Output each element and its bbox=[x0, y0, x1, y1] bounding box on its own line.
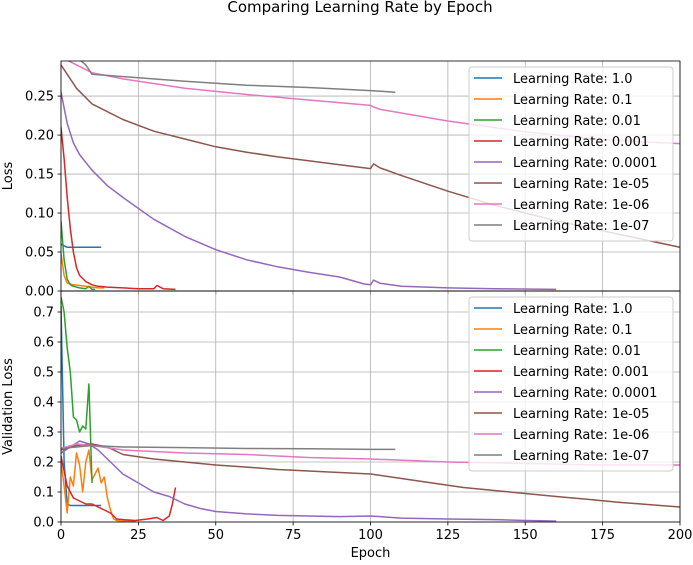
loss-y-axis-label: Loss bbox=[1, 162, 16, 191]
val-x-tick-label: 50 bbox=[207, 528, 224, 543]
val-x-tick-label: 125 bbox=[435, 528, 460, 543]
val-x-tick-label: 150 bbox=[513, 528, 538, 543]
loss-series-line bbox=[61, 253, 105, 289]
val-legend-label: Learning Rate: 0.1 bbox=[513, 323, 633, 338]
loss-legend: Learning Rate: 1.0 Learning Rate: 0.1 Lear… bbox=[468, 66, 674, 242]
val-y-tick-label: 0.2 bbox=[33, 456, 54, 471]
val-x-tick-label: 0 bbox=[57, 528, 65, 543]
val-series-line bbox=[61, 440, 557, 522]
val-y-tick-label: 0.0 bbox=[33, 516, 54, 531]
loss-legend-label: Learning Rate: 0.001 bbox=[513, 135, 649, 150]
loss-legend-label: Learning Rate: 1e-05 bbox=[513, 177, 649, 192]
loss-legend-box bbox=[468, 66, 674, 242]
val-y-tick-label: 0.4 bbox=[33, 396, 54, 411]
loss-y-tick-label: 0.05 bbox=[25, 246, 54, 261]
val-legend: Learning Rate: 1.0 Learning Rate: 0.1 Lear… bbox=[468, 296, 674, 472]
val-series-line bbox=[61, 444, 396, 451]
val-series-line bbox=[61, 305, 102, 507]
val-legend-label: Learning Rate: 0.0001 bbox=[513, 386, 657, 401]
val-legend-label: Learning Rate: 1e-06 bbox=[513, 428, 649, 443]
val-legend-label: Learning Rate: 1e-07 bbox=[513, 449, 649, 464]
val-series-line bbox=[61, 443, 680, 508]
val-legend-box bbox=[468, 296, 674, 472]
loss-series-line bbox=[61, 127, 176, 291]
val-x-tick-label: 175 bbox=[590, 528, 615, 543]
loss-legend-label: Learning Rate: 1.0 bbox=[513, 72, 633, 87]
val-legend-label: Learning Rate: 1e-05 bbox=[513, 407, 649, 422]
val-y-tick-label: 0.1 bbox=[33, 486, 54, 501]
val-legend-label: Learning Rate: 1.0 bbox=[513, 302, 633, 317]
val-legend-label: Learning Rate: 0.001 bbox=[513, 365, 649, 380]
val-x-axis-label: Epoch bbox=[351, 546, 391, 561]
val-series-line bbox=[61, 455, 177, 522]
val-series-line bbox=[61, 296, 93, 484]
loss-y-tick-label: 0.00 bbox=[25, 285, 54, 300]
loss-y-tick-label: 0.20 bbox=[25, 129, 54, 144]
val-y-axis-label: Validation Loss bbox=[1, 358, 16, 455]
loss-legend-label: Learning Rate: 0.01 bbox=[513, 114, 641, 129]
loss-y-tick-label: 0.10 bbox=[25, 207, 54, 222]
loss-legend-label: Learning Rate: 1e-06 bbox=[513, 198, 649, 213]
validation-loss-panel: 0 25 50 75 100 125 150 175 200 0.0 0.1 0.2 0.3 0.4 0.5… bbox=[1, 290, 693, 561]
val-x-tick-label: 25 bbox=[130, 528, 147, 543]
loss-legend-label: Learning Rate: 0.0001 bbox=[513, 156, 657, 171]
loss-legend-label: Learning Rate: 1e-07 bbox=[513, 219, 649, 234]
loss-y-tick-label: 0.25 bbox=[25, 90, 54, 105]
loss-series-line bbox=[61, 220, 95, 291]
val-x-tick-label: 200 bbox=[668, 528, 693, 543]
val-x-tick-label: 100 bbox=[358, 528, 383, 543]
val-y-tick-label: 0.5 bbox=[33, 366, 54, 381]
val-x-tick-label: 75 bbox=[285, 528, 302, 543]
loss-series-line bbox=[79, 61, 396, 93]
loss-panel: 0.00 0.05 0.10 0.15 0.20 0.25 Loss Learning Rat… bbox=[1, 60, 681, 300]
val-legend-label: Learning Rate: 0.01 bbox=[513, 344, 641, 359]
val-y-tick-label: 0.3 bbox=[33, 426, 54, 441]
loss-series-line bbox=[61, 243, 102, 249]
loss-legend-label: Learning Rate: 0.1 bbox=[513, 93, 633, 108]
val-series-line bbox=[61, 449, 136, 522]
val-y-tick-label: 0.7 bbox=[33, 306, 54, 321]
loss-y-tick-label: 0.15 bbox=[25, 168, 54, 183]
loss-series-line bbox=[61, 92, 557, 291]
figure-title: Comparing Learning Rate by Epoch bbox=[227, 0, 492, 16]
val-y-tick-label: 0.6 bbox=[33, 336, 54, 351]
